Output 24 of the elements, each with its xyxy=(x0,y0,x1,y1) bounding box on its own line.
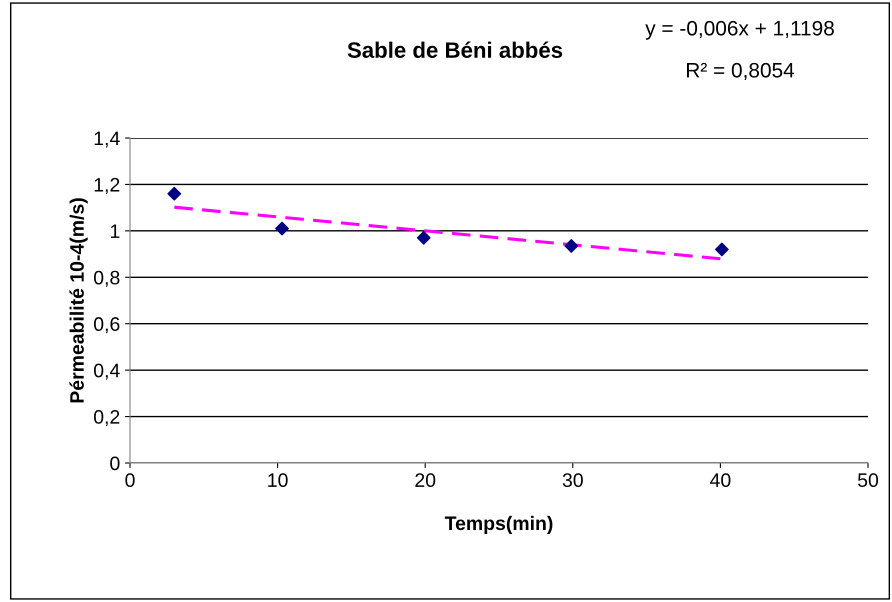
x-tick-label: 50 xyxy=(858,473,878,488)
x-axis-title: Temps(min) xyxy=(444,516,552,534)
text: y = -0,006x + 1,1198 xyxy=(645,20,834,40)
y-tick-label: 1,2 xyxy=(94,178,120,194)
x-tick-label: 40 xyxy=(710,473,730,488)
point xyxy=(275,222,289,236)
y-tick-label: 0,4 xyxy=(94,364,120,380)
point xyxy=(564,239,578,253)
point xyxy=(714,242,729,256)
x-tick-label: 0 xyxy=(125,473,135,488)
text: R² = 0,8054 xyxy=(686,62,794,80)
y-tick-label: 0,2 xyxy=(94,410,120,426)
y-axis-title: Pérmeabilité 10-4(m/s) xyxy=(69,198,88,402)
x-tick-label: 30 xyxy=(562,473,583,488)
y-tick-label: 1,4 xyxy=(94,132,120,148)
point xyxy=(167,186,182,201)
y-tick-label: 0,8 xyxy=(94,270,120,287)
x-tick-label: 10 xyxy=(268,473,288,488)
y-tick-label: 1 xyxy=(110,224,120,238)
chart-title: Sable de Béni abbés xyxy=(348,41,562,58)
x-tick-label: 20 xyxy=(415,473,436,488)
point xyxy=(416,230,431,245)
y-tick-label: 0 xyxy=(110,456,120,470)
y-tick-label: 0,6 xyxy=(94,317,120,334)
